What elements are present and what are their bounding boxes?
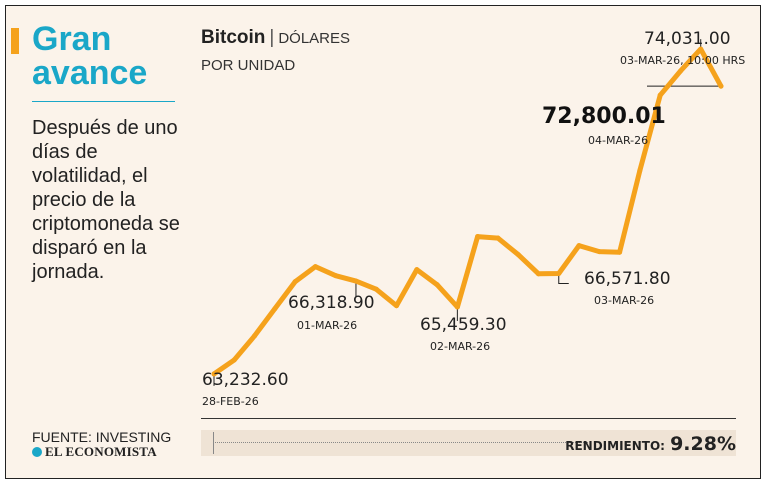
data-point	[312, 264, 318, 270]
series-points	[211, 46, 724, 377]
label-mar1-date: 01-MAR-26	[297, 319, 357, 332]
chart-title: Bitcoin | DÓLARES	[201, 27, 350, 49]
body-text: Después de uno días de volatilidad, el p…	[32, 117, 180, 283]
leader-mar3	[558, 273, 569, 284]
performance-track-start	[213, 432, 214, 454]
chart-title-unit: DÓLARES	[278, 30, 351, 47]
label-last-date: 04-MAR-26	[588, 134, 648, 147]
data-point	[698, 46, 704, 52]
data-point	[292, 279, 298, 285]
data-point	[434, 282, 440, 288]
performance-band	[201, 430, 736, 456]
data-point	[475, 234, 481, 240]
performance-value: 9.28%	[670, 433, 736, 455]
data-point	[272, 306, 278, 312]
brand-name: EL ECONOMISTA	[45, 444, 157, 459]
data-point	[394, 303, 400, 309]
source-label: FUENTE: INVESTING	[32, 429, 172, 445]
label-mar2-date: 02-MAR-26	[430, 340, 490, 353]
label-mar3-date: 03-MAR-26	[594, 294, 654, 307]
data-point	[617, 249, 623, 255]
title-separator: |	[269, 27, 275, 48]
data-point	[414, 267, 420, 273]
chart-subtitle: POR UNIDAD	[201, 57, 296, 74]
accent-bar	[11, 28, 19, 54]
data-point	[596, 249, 602, 255]
bottom-rule	[201, 418, 736, 419]
data-point	[454, 304, 460, 310]
data-point	[677, 68, 683, 74]
label-peak-value: 74,031.00	[644, 29, 731, 49]
data-point	[252, 333, 258, 339]
data-point	[515, 252, 521, 258]
chart-title-main: Bitcoin	[201, 27, 266, 48]
data-point	[576, 243, 582, 249]
data-point	[495, 235, 501, 241]
headline-line-1: Gran	[32, 20, 112, 58]
data-point	[657, 92, 663, 98]
headline-rule	[32, 101, 175, 102]
label-mar3-value: 66,571.80	[584, 269, 671, 289]
label-mar2-value: 65,459.30	[420, 315, 507, 335]
data-point	[353, 278, 359, 284]
data-point	[373, 286, 379, 292]
performance-label: RENDIMIENTO:	[565, 439, 665, 453]
performance-track	[213, 442, 588, 443]
label-peak-date: 03-MAR-26, 10:00 HRS	[620, 54, 745, 67]
globe-icon	[32, 447, 42, 457]
data-point	[718, 83, 724, 89]
performance-readout: RENDIMIENTO: 9.28%	[565, 433, 736, 455]
data-point	[556, 270, 562, 276]
label-mar1-value: 66,318.90	[288, 293, 375, 313]
data-point	[231, 357, 237, 363]
data-point	[637, 167, 643, 173]
headline-line-2: avance	[32, 54, 148, 92]
label-last-value: 72,800.01	[542, 104, 666, 129]
series-line-bitcoin	[211, 46, 724, 377]
label-start-value: 63,232.60	[202, 370, 289, 390]
data-point	[535, 271, 541, 277]
infographic-frame	[5, 5, 761, 479]
headline: Gran avance	[32, 22, 182, 90]
data-point	[333, 273, 339, 279]
data-point	[211, 371, 217, 377]
brand-logo: EL ECONOMISTA	[32, 444, 157, 460]
label-start-date: 28-FEB-26	[202, 395, 259, 408]
